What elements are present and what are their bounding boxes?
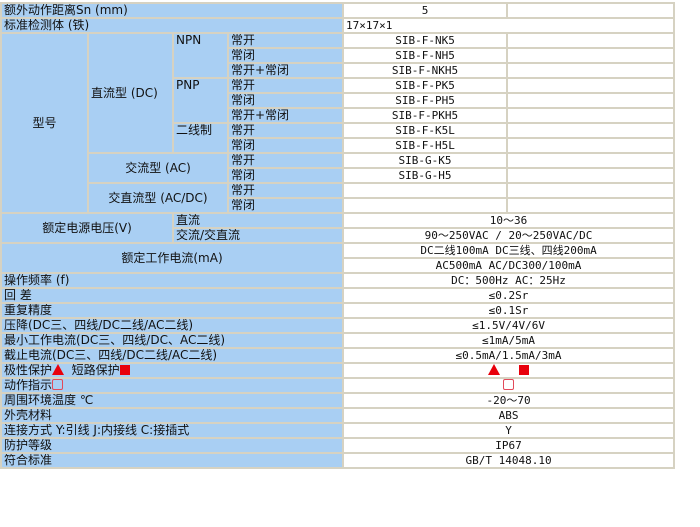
- value-spec: -20～70: [342, 392, 676, 409]
- value-spec: ≤0.2Sr: [342, 287, 676, 304]
- value-spec: GB/T 14048.10: [342, 452, 676, 469]
- label-rated-current: 额定工作电流(mA): [0, 242, 345, 274]
- value-sensing-distance: 5: [342, 2, 509, 19]
- triangle-icon: [487, 365, 500, 375]
- empty-cell: [506, 182, 676, 199]
- label-dc-voltage: 直流: [171, 212, 345, 229]
- empty-cell: [506, 107, 676, 124]
- model-code: SIB-F-NH5: [342, 47, 509, 64]
- value-indicator: [342, 377, 676, 394]
- model-code: SIB-F-PH5: [342, 92, 509, 109]
- value-current-line1: DC二线100mA DC三线、四线200mA: [342, 242, 676, 259]
- label-model: 型号: [0, 32, 89, 214]
- label-no: 常开: [226, 182, 345, 199]
- model-code: [342, 182, 509, 199]
- value-spec: ≤0.5mA/1.5mA/3mA: [342, 347, 676, 364]
- empty-cell: [506, 152, 676, 169]
- indicator-icon: [52, 380, 64, 390]
- label-ac-type: 交流型 (AC): [87, 152, 229, 184]
- triangle-icon: [52, 365, 65, 375]
- label-protection: 极性保护 短路保护: [0, 362, 345, 379]
- empty-cell: [506, 122, 676, 139]
- model-code: [342, 197, 509, 214]
- label-standard-target: 标准检测体 (铁): [0, 17, 345, 34]
- spec-table: 额外动作距离Sn (mm) 5 标准检测体 (铁) 17×17×1 型号 直流型…: [0, 2, 676, 469]
- label-no: 常开: [226, 122, 345, 139]
- label-rated-voltage: 额定电源电压(V): [0, 212, 174, 244]
- label-ac-voltage: 交流/交直流: [171, 227, 345, 244]
- label-nc: 常闭: [226, 197, 345, 214]
- model-code: SIB-F-H5L: [342, 137, 509, 154]
- model-code: SIB-F-NKH5: [342, 62, 509, 79]
- label-no: 常开: [226, 77, 345, 94]
- label-nc: 常闭: [226, 92, 345, 109]
- value-spec: IP67: [342, 437, 676, 454]
- label-nc: 常闭: [226, 47, 345, 64]
- label-indicator: 动作指示: [0, 377, 345, 394]
- label-no-nc: 常开+常闭: [226, 107, 345, 124]
- label-no: 常开: [226, 152, 345, 169]
- indicator-icon: [503, 380, 515, 390]
- label-spec: 防护等级: [0, 437, 345, 454]
- label-npn: NPN: [172, 32, 229, 79]
- label-sensing-distance: 额外动作距离Sn (mm): [0, 2, 345, 19]
- model-code: SIB-F-K5L: [342, 122, 509, 139]
- label-pnp: PNP: [172, 77, 229, 124]
- label-acdc-type: 交直流型 (AC/DC): [87, 182, 229, 214]
- label-dc-type: 直流型 (DC): [87, 32, 174, 154]
- label-spec: 操作频率 (f): [0, 272, 345, 289]
- label-nc: 常闭: [226, 167, 345, 184]
- model-code: SIB-G-H5: [342, 167, 509, 184]
- value-protection: [342, 362, 676, 379]
- value-dc-voltage: 10～36: [342, 212, 676, 229]
- empty-cell: [506, 47, 676, 64]
- value-spec: ABS: [342, 407, 676, 424]
- label-spec: 周围环境温度 ℃: [0, 392, 345, 409]
- value-spec: DC：500Hz AC：25Hz: [342, 272, 676, 289]
- value-spec: ≤1mA/5mA: [342, 332, 676, 349]
- value-ac-voltage: 90～250VAC / 20～250VAC/DC: [342, 227, 676, 244]
- indicator-text: 动作指示: [4, 378, 53, 392]
- model-code: SIB-G-K5: [342, 152, 509, 169]
- label-spec: 符合标准: [0, 452, 345, 469]
- empty-cell: [506, 167, 676, 184]
- empty-cell: [506, 197, 676, 214]
- square-icon: [519, 365, 530, 375]
- model-code: SIB-F-PKH5: [342, 107, 509, 124]
- value-spec: ≤0.1Sr: [342, 302, 676, 319]
- value-spec: ≤1.5V/4V/6V: [342, 317, 676, 334]
- label-polarity-protection: 极性保护: [4, 363, 53, 377]
- empty-cell: [506, 2, 676, 19]
- label-spec: 压降(DC三、四线/DC二线/AC二线): [0, 317, 345, 334]
- label-spec: 连接方式 Y:引线 J:内接线 C:接插式: [0, 422, 345, 439]
- label-short-protection: 短路保护: [71, 363, 120, 377]
- label-spec: 重复精度: [0, 302, 345, 319]
- label-spec: 截止电流(DC三、四线/DC二线/AC二线): [0, 347, 345, 364]
- value-current-line2: AC500mA AC/DC300/100mA: [342, 257, 676, 274]
- square-icon: [119, 365, 130, 375]
- empty-cell: [506, 92, 676, 109]
- empty-cell: [506, 62, 676, 79]
- label-spec: 回 差: [0, 287, 345, 304]
- value-standard-target: 17×17×1: [342, 17, 676, 34]
- label-two-wire: 二线制: [172, 122, 229, 154]
- label-spec: 外壳材料: [0, 407, 345, 424]
- label-spec: 最小工作电流(DC三、四线/DC、AC二线): [0, 332, 345, 349]
- value-spec: Y: [342, 422, 676, 439]
- empty-cell: [506, 32, 676, 49]
- model-code: SIB-F-PK5: [342, 77, 509, 94]
- label-nc: 常闭: [226, 137, 345, 154]
- label-no: 常开: [226, 32, 345, 49]
- label-no-nc: 常开+常闭: [226, 62, 345, 79]
- empty-cell: [506, 137, 676, 154]
- empty-cell: [506, 77, 676, 94]
- model-code: SIB-F-NK5: [342, 32, 509, 49]
